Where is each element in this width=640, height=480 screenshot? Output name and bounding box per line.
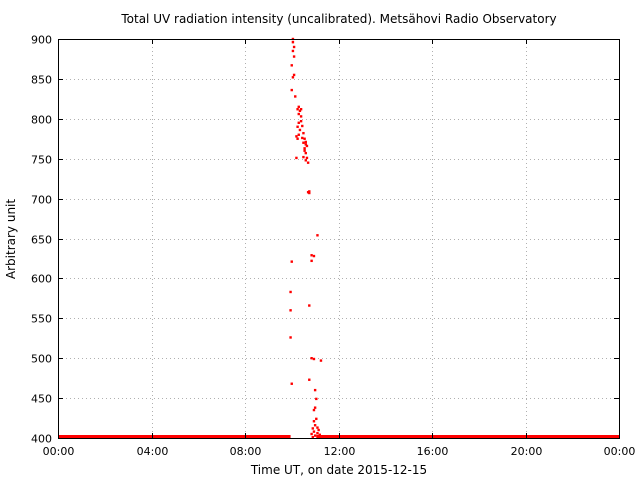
x-tick-label: 00:00 bbox=[43, 445, 75, 458]
data-point bbox=[310, 432, 313, 436]
data-point bbox=[292, 55, 296, 58]
data-point bbox=[303, 149, 306, 152]
y-tick-label: 850 bbox=[31, 74, 52, 87]
data-point bbox=[305, 156, 309, 160]
data-point bbox=[308, 378, 311, 381]
data-point bbox=[297, 121, 300, 124]
data-point bbox=[313, 406, 317, 409]
data-point bbox=[290, 382, 293, 385]
y-axis-label: Arbitrary unit bbox=[4, 199, 18, 279]
y-tick-label: 900 bbox=[31, 34, 52, 47]
data-point bbox=[297, 133, 300, 136]
data-point bbox=[298, 128, 302, 132]
data-point bbox=[308, 304, 311, 307]
data-point bbox=[299, 108, 303, 111]
data-point bbox=[296, 137, 299, 140]
data-point bbox=[291, 49, 295, 53]
y-tick-label: 400 bbox=[31, 433, 52, 446]
data-point bbox=[315, 417, 318, 421]
data-point bbox=[301, 136, 304, 140]
y-tick-label: 800 bbox=[31, 114, 52, 127]
y-tick-label: 500 bbox=[31, 353, 52, 366]
data-point bbox=[291, 40, 295, 44]
data-point bbox=[302, 131, 305, 135]
data-point bbox=[308, 190, 311, 193]
data-point bbox=[310, 259, 313, 263]
y-tick-label: 700 bbox=[31, 194, 52, 207]
data-points bbox=[289, 37, 323, 439]
x-tick-label: 00:00 bbox=[604, 445, 636, 458]
data-point bbox=[305, 144, 309, 148]
data-point bbox=[316, 432, 319, 435]
data-point bbox=[304, 143, 307, 146]
data-point bbox=[301, 124, 304, 128]
data-point bbox=[302, 141, 305, 144]
data-point bbox=[312, 408, 316, 412]
data-point bbox=[315, 397, 318, 401]
x-axis-label: Time UT, on date 2015-12-15 bbox=[250, 463, 427, 477]
data-point bbox=[304, 140, 307, 144]
baseline-segment bbox=[58, 435, 291, 438]
x-axis-ticks: 00:00 04:00 08:00 12:00 16:00 20:00 00:00 bbox=[43, 39, 636, 458]
grid-lines bbox=[58, 39, 619, 438]
baseline-segment bbox=[316, 435, 619, 438]
data-point bbox=[303, 147, 306, 150]
data-point bbox=[291, 76, 295, 79]
data-point bbox=[289, 336, 292, 339]
data-point bbox=[317, 428, 320, 432]
y-tick-label: 550 bbox=[31, 313, 52, 326]
data-point bbox=[289, 290, 292, 294]
data-point bbox=[296, 125, 299, 128]
data-point bbox=[303, 137, 306, 140]
data-point bbox=[311, 436, 314, 439]
data-point bbox=[290, 260, 293, 263]
x-tick-label: 20:00 bbox=[511, 445, 543, 458]
data-point bbox=[316, 426, 319, 429]
data-point bbox=[304, 159, 307, 162]
data-point bbox=[290, 64, 293, 67]
data-point bbox=[319, 359, 323, 362]
y-tick-label: 450 bbox=[31, 393, 52, 406]
data-point bbox=[292, 73, 296, 77]
data-point bbox=[289, 309, 292, 312]
chart-title: Total UV radiation intensity (uncalibrat… bbox=[120, 12, 556, 26]
data-point bbox=[318, 433, 321, 437]
data-point bbox=[306, 161, 310, 164]
data-point bbox=[299, 119, 303, 123]
y-tick-label: 750 bbox=[31, 154, 52, 167]
y-axis-ticks: 400 450 500 550 600 650 700 750 800 850 900 bbox=[31, 34, 619, 446]
x-tick-label: 12:00 bbox=[324, 445, 356, 458]
data-point bbox=[295, 156, 298, 160]
x-tick-label: 08:00 bbox=[230, 445, 262, 458]
data-point bbox=[312, 420, 316, 423]
data-point bbox=[294, 95, 297, 98]
y-tick-label: 600 bbox=[31, 273, 52, 286]
data-point bbox=[312, 430, 316, 433]
data-point bbox=[299, 115, 303, 118]
data-point bbox=[308, 191, 311, 195]
data-point bbox=[313, 388, 317, 392]
data-point bbox=[310, 357, 313, 360]
data-point bbox=[316, 234, 319, 237]
data-point bbox=[295, 135, 298, 138]
data-point bbox=[297, 112, 300, 116]
data-point bbox=[313, 424, 317, 427]
x-tick-label: 16:00 bbox=[417, 445, 449, 458]
y-tick-label: 650 bbox=[31, 234, 52, 247]
data-point bbox=[312, 254, 316, 258]
baseline-series bbox=[58, 435, 619, 438]
data-point bbox=[290, 88, 293, 92]
data-point bbox=[302, 155, 305, 159]
data-point bbox=[296, 108, 299, 111]
x-tick-label: 04:00 bbox=[137, 445, 169, 458]
data-point bbox=[312, 357, 316, 361]
data-point bbox=[298, 109, 302, 113]
data-point bbox=[310, 254, 313, 257]
data-point bbox=[313, 434, 317, 437]
data-point bbox=[304, 151, 307, 155]
data-point bbox=[311, 427, 314, 430]
data-point bbox=[297, 105, 300, 109]
data-point bbox=[292, 45, 296, 49]
